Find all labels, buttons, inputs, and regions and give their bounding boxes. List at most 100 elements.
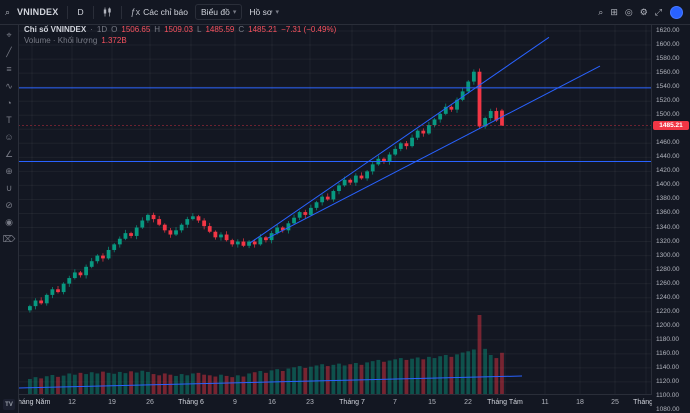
volume-bar: [269, 370, 274, 395]
candle: [449, 106, 454, 110]
candle: [432, 119, 437, 126]
volume-bar: [28, 379, 32, 395]
hide-drawings-tool[interactable]: ◉: [5, 216, 13, 227]
candle: [117, 238, 122, 245]
volume-bar: [56, 376, 60, 395]
volume-bar: [134, 372, 139, 395]
volume-bar: [488, 355, 493, 395]
price-tick-label: 1400.00: [656, 181, 680, 189]
crosshair-tool[interactable]: ⌖: [6, 29, 12, 40]
candle: [146, 214, 150, 221]
trendline-tool[interactable]: ╱: [6, 46, 12, 57]
magnet-tool[interactable]: ∪: [5, 182, 13, 193]
search-plus-icon[interactable]: ⌕: [598, 6, 604, 17]
volume-bar: [483, 348, 488, 395]
tradingview-logo[interactable]: TV: [3, 399, 15, 410]
volume-bar: [106, 372, 111, 395]
volume-bar: [466, 351, 471, 395]
time-tick-label: 25: [611, 399, 619, 406]
price-tick-label: 1360.00: [656, 209, 680, 217]
volume-bar: [72, 374, 77, 395]
chart-type-button[interactable]: [98, 5, 117, 19]
price-tick-label: 1100.00: [656, 391, 680, 399]
emoji-tool[interactable]: ☺: [4, 132, 14, 142]
chart-template-label: Biểu đồ: [201, 7, 230, 17]
delete-drawings-tool[interactable]: ⌦: [2, 233, 16, 244]
profile-label: Hồ sơ: [249, 7, 273, 17]
volume-bar: [438, 356, 443, 395]
volume-bar: [235, 375, 240, 395]
candle: [455, 99, 459, 110]
drawing-toolbar: ⌖ ╱ ≡ ∿ ◔ T ☺ ∠ ⊕ ∪ ⊘ ◉ ⌦ TV: [0, 24, 19, 413]
candle: [460, 91, 465, 100]
candle: [168, 230, 173, 235]
time-tick-label: 9: [233, 399, 237, 406]
volume-bar: [230, 377, 235, 395]
price-tick-label: 1440.00: [656, 153, 680, 161]
indicators-fx-icon: ƒx: [130, 6, 141, 17]
time-tick-label: 12: [68, 399, 76, 406]
candle: [337, 185, 341, 192]
candle: [78, 272, 83, 276]
candle: [33, 300, 38, 307]
volume-bar: [314, 365, 319, 395]
candle: [50, 289, 55, 295]
fullscreen-icon[interactable]: ⤢: [654, 6, 662, 17]
volume-bar: [449, 356, 454, 395]
toolbar-divider: [67, 5, 69, 19]
camera-snapshot-icon[interactable]: ◎: [624, 6, 633, 17]
volume-bar: [337, 363, 341, 395]
price-tick-label: 1380.00: [656, 195, 680, 203]
volume-bar: [146, 371, 150, 395]
time-tick-label: 18: [576, 399, 584, 406]
volume-bar: [353, 363, 358, 395]
volume-bar: [185, 375, 190, 395]
trendline-shallow[interactable]: [267, 65, 601, 239]
volume-trendline[interactable]: [18, 375, 523, 389]
lock-drawings-tool[interactable]: ⊘: [5, 199, 13, 210]
time-axis[interactable]: Tháng Năm 12 19 26 Tháng 6 9 16 23 Tháng 7 7 15 22 T…: [18, 394, 652, 413]
volume-bar: [224, 375, 229, 395]
candle: [213, 231, 218, 238]
price-tick-label: 1280.00: [656, 265, 680, 273]
pattern-tool[interactable]: ∿: [5, 80, 13, 91]
volume-bar: [129, 371, 133, 395]
candle: [219, 234, 223, 238]
measure-tool[interactable]: ∠: [4, 148, 14, 159]
chart-template-button[interactable]: Biểu đồ ▾: [195, 4, 243, 20]
trendline-steep[interactable]: [249, 36, 550, 244]
candle: [477, 71, 482, 127]
profile-button[interactable]: Hồ sơ ▾: [244, 5, 284, 19]
zoom-tool[interactable]: ⊕: [5, 165, 13, 176]
candle: [134, 227, 139, 236]
price-tick-label: 1520.00: [656, 97, 680, 105]
time-tick-label: 23: [306, 399, 314, 406]
candle: [325, 196, 330, 200]
symbol-search-button[interactable]: VNINDEX: [17, 7, 59, 17]
price-axis[interactable]: 1485.21 1640.001620.001600.001580.001560…: [651, 24, 690, 413]
volume-bar: [44, 376, 49, 395]
settings-gear-icon[interactable]: ⚙: [639, 6, 648, 17]
text-tool[interactable]: T: [6, 115, 12, 125]
volume-bar: [415, 357, 420, 395]
indicators-button[interactable]: ƒx Các chỉ báo: [126, 5, 193, 19]
price-tick-label: 1140.00: [656, 363, 680, 371]
candlestick-chart[interactable]: [18, 24, 652, 395]
volume-bar: [297, 366, 302, 395]
candle: [387, 154, 392, 162]
candle: [179, 224, 184, 231]
search-icon[interactable]: ⌕: [5, 6, 11, 17]
account-avatar[interactable]: [670, 5, 683, 19]
price-tick-label: 1080.00: [656, 405, 680, 413]
fib-retracement-tool[interactable]: ≡: [6, 64, 12, 74]
candle: [398, 143, 403, 149]
layout-grid-icon[interactable]: ⊞: [610, 6, 618, 17]
candle: [112, 244, 117, 250]
interval-button[interactable]: D: [77, 7, 84, 17]
time-tick-label: Tháng 9: [633, 399, 652, 406]
price-tick-label: 1560.00: [656, 69, 680, 77]
candle: [404, 143, 409, 147]
volume-bar: [84, 374, 88, 395]
prediction-tool[interactable]: ◔: [6, 98, 12, 108]
chart-pane[interactable]: Chỉ số VNINDEX · 1D O 1506.65 H 1509.03 …: [18, 24, 652, 395]
